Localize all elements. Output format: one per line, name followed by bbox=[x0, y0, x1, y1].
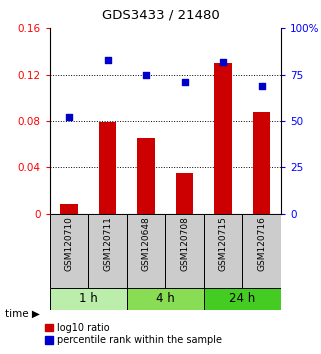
Bar bbox=[99, 122, 116, 214]
Point bbox=[66, 114, 72, 120]
FancyBboxPatch shape bbox=[127, 288, 204, 310]
FancyBboxPatch shape bbox=[165, 214, 204, 288]
Text: GSM120710: GSM120710 bbox=[65, 216, 74, 271]
Bar bbox=[137, 138, 155, 214]
FancyBboxPatch shape bbox=[50, 288, 127, 310]
Text: GSM120715: GSM120715 bbox=[219, 216, 228, 271]
Text: GDS3433 / 21480: GDS3433 / 21480 bbox=[102, 9, 219, 22]
Point bbox=[143, 72, 149, 78]
Text: time ▶: time ▶ bbox=[5, 308, 40, 318]
Text: GSM120716: GSM120716 bbox=[257, 216, 266, 271]
FancyBboxPatch shape bbox=[127, 214, 165, 288]
Bar bbox=[60, 204, 78, 214]
Text: 24 h: 24 h bbox=[229, 292, 256, 305]
Point bbox=[221, 59, 226, 64]
Text: GSM120711: GSM120711 bbox=[103, 216, 112, 271]
Point bbox=[259, 83, 264, 88]
Legend: log10 ratio, percentile rank within the sample: log10 ratio, percentile rank within the … bbox=[43, 321, 224, 347]
Text: 1 h: 1 h bbox=[79, 292, 98, 305]
Bar bbox=[253, 112, 270, 214]
Bar bbox=[214, 63, 232, 214]
FancyBboxPatch shape bbox=[242, 214, 281, 288]
Text: 4 h: 4 h bbox=[156, 292, 175, 305]
FancyBboxPatch shape bbox=[50, 214, 88, 288]
Point bbox=[182, 79, 187, 85]
FancyBboxPatch shape bbox=[204, 288, 281, 310]
Text: GSM120648: GSM120648 bbox=[142, 216, 151, 270]
Bar bbox=[176, 173, 193, 214]
FancyBboxPatch shape bbox=[204, 214, 242, 288]
Text: GSM120708: GSM120708 bbox=[180, 216, 189, 271]
Point bbox=[105, 57, 110, 63]
FancyBboxPatch shape bbox=[88, 214, 127, 288]
